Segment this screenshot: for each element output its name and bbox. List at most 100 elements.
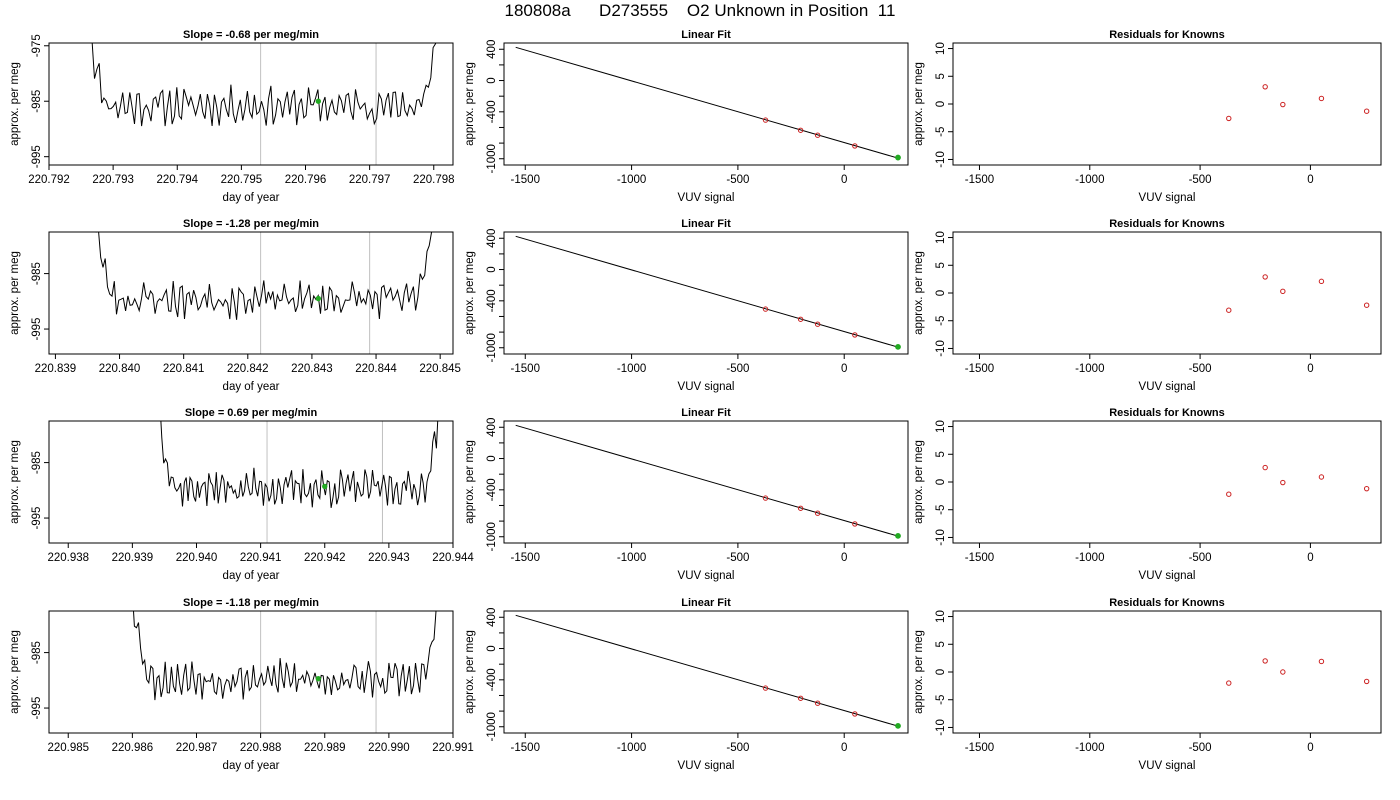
known-point	[797, 505, 804, 511]
x-tick-label: 220.940	[176, 552, 218, 564]
y-axis-label: approx. per meg	[913, 630, 925, 714]
y-tick-label: -985	[31, 641, 43, 664]
y-axis-label: approx. per meg	[913, 62, 925, 146]
y-tick-label: -985	[31, 262, 43, 285]
fit-line	[515, 424, 899, 537]
panel-residuals-row-2: Residuals for Knowns -1500 -1000 -500 0 10 5 0 -…	[913, 218, 1382, 393]
known-point	[814, 510, 821, 516]
x-tick-label: -1500	[511, 552, 540, 564]
y-tick-label: -995	[31, 145, 43, 168]
unknown-point	[315, 675, 322, 682]
panel-linear-fit-row-3: Linear Fit -1500 -1000 -500 0 400 0 -400 -1000 VU…	[464, 407, 909, 582]
known-point	[797, 127, 804, 133]
residual-point	[1226, 680, 1232, 686]
x-tick-label: -1500	[511, 174, 540, 186]
panel-title: Residuals for Knowns	[1109, 29, 1225, 41]
x-tick-label: -1000	[1075, 174, 1104, 186]
x-tick-label: 220.842	[227, 363, 269, 375]
x-tick-label: -1000	[617, 363, 646, 375]
plot-frame	[503, 610, 909, 734]
x-tick-label: 220.989	[304, 742, 346, 754]
x-tick-label: 220.938	[47, 552, 89, 564]
y-tick-label: 0	[935, 101, 947, 107]
x-axis-label: VUV signal	[678, 192, 735, 204]
plot-frame	[952, 610, 1382, 734]
plot-frame	[952, 231, 1382, 355]
x-tick-label: 220.798	[413, 174, 455, 186]
y-tick-label: 400	[486, 229, 498, 248]
x-axis-label: VUV signal	[678, 760, 735, 772]
plot-area	[95, 232, 433, 354]
unknown-point	[895, 343, 901, 350]
x-tick-label: -500	[726, 742, 749, 754]
x-tick-label: -500	[1189, 552, 1212, 564]
x-tick-label: -1500	[965, 552, 994, 564]
y-tick-label: -400	[486, 668, 498, 691]
x-tick-label: 220.841	[163, 363, 205, 375]
residual-point	[1226, 491, 1232, 497]
plot-area	[1226, 464, 1370, 497]
y-tick-label: -985	[31, 451, 43, 474]
y-tick-label: -995	[31, 697, 43, 720]
x-tick-label: 220.796	[285, 174, 327, 186]
time-series-trace	[160, 421, 439, 508]
x-tick-label: -1500	[511, 363, 540, 375]
panel-title: Linear Fit	[681, 407, 731, 419]
y-tick-label: 0	[486, 645, 498, 651]
fit-line	[515, 614, 899, 727]
residual-point	[1280, 669, 1286, 675]
page-title: 180808a D273555 O2 Unknown in Position 1…	[504, 1, 896, 20]
panel-time-series-row-4: Slope = -1.18 per meg/min 220.985 220.986 2…	[9, 597, 474, 772]
y-tick-label: 5	[935, 451, 947, 457]
known-point	[814, 321, 821, 327]
panel-residuals-row-3: Residuals for Knowns -1500 -1000 -500 0 10 5 0 -…	[913, 407, 1382, 582]
residual-point	[1363, 485, 1370, 492]
x-tick-label: 220.794	[156, 174, 198, 186]
y-tick-label: 5	[935, 73, 947, 79]
time-series-trace	[133, 611, 437, 701]
panel-time-series-row-3: Slope = 0.69 per meg/min 220.938 220.939 22…	[9, 407, 474, 582]
x-axis-label: day of year	[223, 760, 280, 772]
panel-title: Linear Fit	[681, 218, 731, 230]
plot-area	[515, 46, 901, 161]
panel-title: Slope = -1.18 per meg/min	[183, 597, 319, 609]
x-tick-label: -1500	[511, 742, 540, 754]
fit-line	[515, 235, 899, 348]
x-tick-label: 220.797	[349, 174, 391, 186]
known-point	[852, 332, 858, 338]
panel-linear-fit-row-1: Linear Fit -1500 -1000 -500 0 400 0 -400 -1000 VU…	[464, 29, 909, 204]
plot-area	[515, 424, 901, 539]
x-tick-label: -1500	[965, 742, 994, 754]
unknown-point	[315, 98, 322, 104]
x-tick-label: 0	[1307, 363, 1313, 375]
x-tick-label: 220.792	[28, 174, 70, 186]
x-axis-label: VUV signal	[678, 381, 735, 393]
y-axis-label: approx. per meg	[464, 251, 476, 335]
residual-point	[1318, 658, 1325, 665]
y-tick-label: 400	[486, 608, 498, 627]
x-axis-label: VUV signal	[1139, 760, 1196, 772]
plot-area	[1226, 274, 1370, 313]
known-point	[762, 495, 769, 501]
y-tick-label: -10	[935, 719, 947, 736]
x-tick-label: 220.793	[92, 174, 134, 186]
y-axis-label: approx. per meg	[913, 251, 925, 335]
residual-point	[1363, 678, 1370, 685]
x-tick-label: 0	[841, 552, 847, 564]
y-axis-label: approx. per meg	[913, 440, 925, 524]
y-tick-label: -10	[935, 340, 947, 357]
panel-title: Slope = 0.69 per meg/min	[185, 407, 318, 419]
panel-time-series-row-1: Slope = -0.68 per meg/min 220.792 220.793 2…	[9, 29, 455, 204]
x-tick-label: 220.845	[419, 363, 461, 375]
panel-linear-fit-row-2: Linear Fit -1500 -1000 -500 0 400 0 -400 -1000 VU…	[464, 218, 909, 393]
panel-title: Linear Fit	[681, 597, 731, 609]
x-axis-label: day of year	[223, 381, 280, 393]
x-axis-label: VUV signal	[1139, 192, 1196, 204]
plot-frame	[48, 42, 454, 166]
plot-area	[515, 614, 901, 729]
panel-title: Residuals for Knowns	[1109, 407, 1225, 419]
y-tick-label: 10	[935, 420, 947, 433]
x-tick-label: 220.943	[368, 552, 410, 564]
x-tick-label: -1000	[1075, 363, 1104, 375]
